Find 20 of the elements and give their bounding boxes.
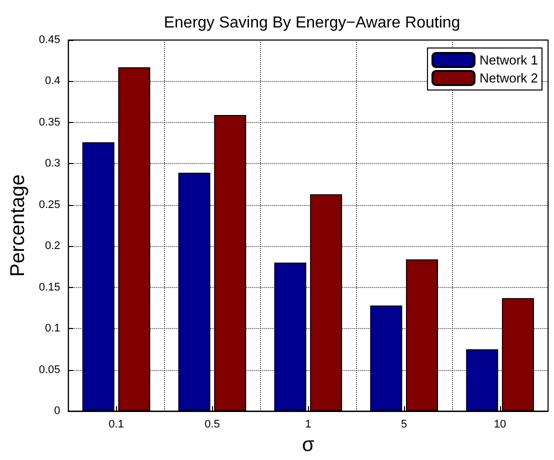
y-tick-label: 0.35 [38,116,60,128]
legend-label: Network 2 [479,70,538,86]
y-tick-label: 0.4 [45,75,60,88]
chart-title: Energy Saving By Energy−Aware Routing [164,14,460,32]
y-tick-label: 0.25 [38,198,60,211]
y-axis-title: Percentage [7,174,29,277]
y-tick-label: 0.45 [38,34,60,46]
legend-label: Network 1 [479,52,538,68]
x-tick-label: 5 [401,418,408,431]
y-tick-label: 0.05 [38,364,60,376]
y-tick-label: 0 [54,405,60,418]
x-tick-label: 10 [494,418,506,431]
y-tick-label: 0.3 [45,158,60,170]
y-tick-label: 0.15 [38,281,60,294]
x-axis-title: σ [302,434,315,456]
y-tick-label: 0.1 [45,322,60,335]
x-tick-label: 1 [305,418,312,431]
x-tick-label: 0.1 [108,418,124,431]
y-tick-label: 0.2 [45,240,60,252]
x-tick-label: 0.5 [204,418,220,431]
